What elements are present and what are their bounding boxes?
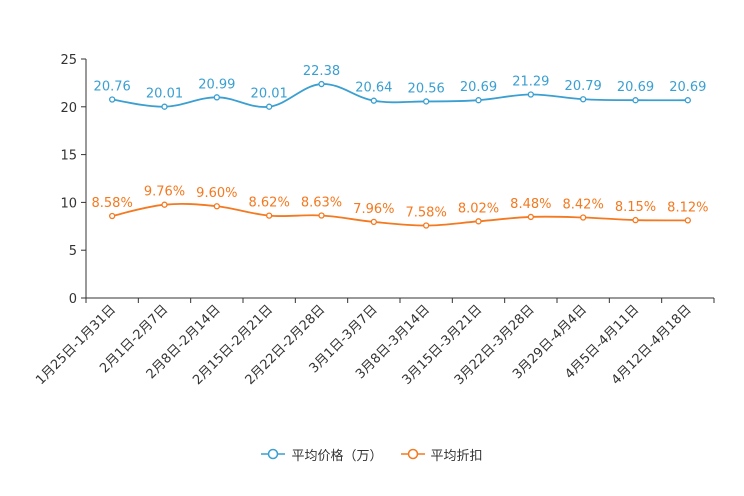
data-point (475, 218, 482, 225)
data-point (423, 222, 430, 229)
data-label: 20.01 (146, 87, 183, 102)
data-label: 9.76% (144, 185, 185, 200)
data-label: 8.02% (458, 201, 499, 216)
data-label: 20.99 (198, 77, 235, 92)
y-tick-label: 15 (60, 149, 77, 164)
data-label: 8.12% (667, 200, 708, 215)
data-point (109, 212, 116, 220)
data-point (213, 203, 220, 210)
data-label: 20.01 (251, 87, 288, 102)
data-label: 20.79 (565, 79, 602, 94)
data-point (684, 217, 691, 224)
data-label: 20.56 (408, 81, 445, 96)
data-point (161, 103, 168, 110)
data-label: 20.69 (669, 80, 706, 95)
data-point (213, 94, 220, 101)
data-point (580, 214, 587, 221)
data-label: 8.42% (563, 198, 604, 213)
data-point (318, 212, 325, 219)
data-label: 8.62% (249, 196, 290, 211)
y-tick-label: 5 (69, 244, 77, 259)
legend-price-label: 平均价格（万） (291, 448, 383, 464)
y-tick-label: 25 (60, 53, 77, 68)
data-labels: 20.76 20.01 20.99 20.01 22.38 20.64 20.56 20.69… (92, 64, 709, 220)
data-point (161, 201, 168, 208)
series-line-1 (111, 202, 688, 227)
data-point (580, 96, 587, 103)
legend-item-discount[interactable]: 平均折扣 (400, 445, 483, 464)
series-lines (109, 80, 691, 229)
data-point (684, 97, 691, 104)
legend: 平均价格（万） 平均折扣 (0, 444, 744, 464)
legend-item-price[interactable]: 平均价格（万） (261, 445, 383, 464)
data-label: 7.58% (406, 206, 447, 221)
data-label: 8.48% (510, 197, 551, 212)
data-point (370, 218, 377, 226)
legend-price-line-icon (261, 448, 286, 460)
data-label: 21.29 (512, 74, 549, 89)
data-label: 20.64 (355, 81, 392, 96)
legend-discount-label: 平均折扣 (430, 448, 483, 464)
data-point (370, 97, 377, 104)
data-label: 8.63% (301, 195, 342, 210)
data-label: 8.58% (92, 196, 133, 211)
legend-discount-line-icon (400, 448, 425, 460)
data-point (632, 216, 639, 224)
data-label: 22.38 (303, 64, 340, 79)
data-label: 9.60% (196, 186, 237, 201)
data-label: 20.76 (94, 80, 131, 95)
series-line-0 (112, 83, 688, 108)
data-point (266, 212, 273, 219)
data-label: 20.69 (460, 80, 497, 95)
data-point (632, 97, 639, 104)
y-tick-label: 0 (69, 292, 77, 307)
data-label: 8.15% (615, 200, 656, 215)
data-point (109, 96, 116, 103)
y-tick-label: 10 (60, 196, 77, 211)
data-label: 20.69 (617, 80, 654, 95)
y-tick-label: 20 (60, 101, 77, 116)
data-point (318, 80, 325, 88)
data-point (527, 213, 534, 221)
data-point (423, 98, 430, 105)
data-point (266, 103, 273, 110)
data-label: 7.96% (353, 202, 394, 217)
data-point (475, 97, 482, 104)
data-point (527, 91, 534, 98)
